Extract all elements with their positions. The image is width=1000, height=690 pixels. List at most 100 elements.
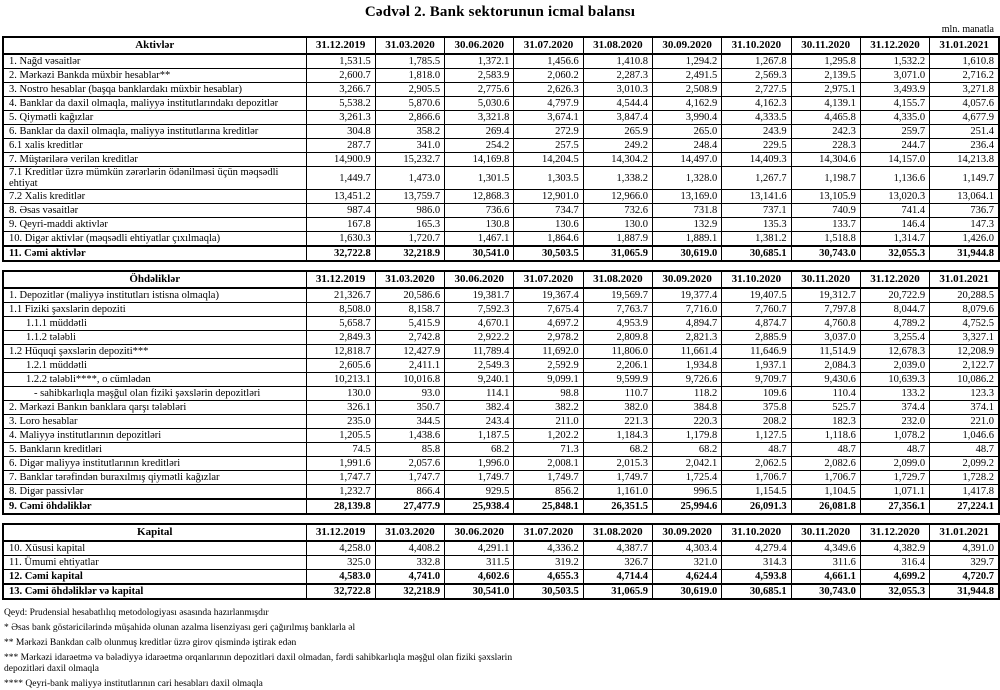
value-cell: 4,670.1 bbox=[444, 316, 515, 332]
value-cell: 109.6 bbox=[721, 386, 792, 402]
value-cell: 31,065.9 bbox=[582, 583, 653, 600]
value-cell: 4,593.8 bbox=[721, 569, 792, 585]
value-cell: 1,381.2 bbox=[721, 231, 792, 247]
table-row: 5. Qiymətli kağızlar 3,261.3 2,866.6 3,321.… bbox=[2, 110, 1000, 125]
value-cell: 1,747.7 bbox=[374, 470, 446, 486]
table-row: 9. Qeyri-maddi aktivlər 167.8 165.3 130.8 13… bbox=[2, 217, 1000, 233]
value-cell: 4,760.8 bbox=[790, 316, 861, 332]
value-cell: 2,716.2 bbox=[929, 68, 1000, 83]
value-cell: 1,934.8 bbox=[651, 358, 723, 374]
value-cell: 9,709.7 bbox=[721, 372, 792, 388]
row-label: 1.2.2 tələbli****, o cümlədən bbox=[2, 372, 307, 388]
value-cell: 9,240.1 bbox=[444, 372, 515, 388]
value-cell: 1,456.6 bbox=[513, 53, 584, 69]
row-label: 3. Loro hesablar bbox=[2, 414, 307, 430]
value-cell: 32,055.3 bbox=[859, 245, 931, 262]
value-cell: 259.7 bbox=[859, 124, 931, 139]
value-cell: 741.4 bbox=[859, 203, 931, 219]
value-cell: 4,624.4 bbox=[651, 569, 723, 585]
value-cell: 221.0 bbox=[929, 414, 1000, 430]
value-cell: 2,583.9 bbox=[444, 68, 515, 83]
value-cell: 2,099.0 bbox=[859, 456, 931, 472]
value-cell: 3,674.1 bbox=[513, 110, 584, 125]
value-cell: 304.8 bbox=[305, 124, 376, 139]
date-column-header: 30.09.2020 bbox=[651, 270, 723, 290]
value-cell: 130.0 bbox=[582, 217, 653, 233]
value-cell: 9,599.9 bbox=[582, 372, 653, 388]
value-cell: 1,889.1 bbox=[651, 231, 723, 247]
value-cell: 4,349.6 bbox=[790, 540, 861, 557]
value-cell: 68.2 bbox=[582, 442, 653, 458]
footnote-line: ** Mərkəzi Bankdan cəlb olunmuş kreditlə… bbox=[4, 638, 297, 649]
value-cell: 7,763.7 bbox=[582, 302, 653, 318]
value-cell: 2,569.3 bbox=[721, 68, 792, 83]
value-cell: 341.0 bbox=[374, 138, 446, 153]
value-cell: 14,497.0 bbox=[651, 152, 723, 167]
value-cell: 1,118.6 bbox=[790, 428, 861, 444]
value-cell: 5,415.9 bbox=[374, 316, 446, 332]
value-cell: 25,938.4 bbox=[444, 498, 515, 515]
value-cell: 1,518.8 bbox=[790, 231, 861, 247]
value-cell: 1,184.3 bbox=[582, 428, 653, 444]
value-cell: 384.8 bbox=[651, 400, 723, 416]
value-cell: 11,646.9 bbox=[721, 344, 792, 360]
value-cell: 4,465.8 bbox=[790, 110, 861, 125]
value-cell: 110.7 bbox=[582, 386, 653, 402]
row-label: 11. Cəmi aktivlər bbox=[2, 245, 307, 262]
value-cell: 3,071.0 bbox=[859, 68, 931, 83]
row-label: 5. Qiymətli kağızlar bbox=[2, 110, 307, 125]
value-cell: 26,091.3 bbox=[721, 498, 792, 515]
table-row: 7.2 Xalis kreditlər 13,451.2 13,759.7 12,86… bbox=[2, 189, 1000, 205]
value-cell: 740.9 bbox=[790, 203, 861, 219]
row-label: 1.1.1 müddətli bbox=[2, 316, 307, 332]
date-column-header: 30.11.2020 bbox=[790, 523, 861, 543]
value-cell: 272.9 bbox=[513, 124, 584, 139]
value-cell: 4,661.1 bbox=[790, 569, 861, 585]
value-cell: 2,849.3 bbox=[305, 330, 376, 346]
value-cell: 114.1 bbox=[444, 386, 515, 402]
value-cell: 1,449.7 bbox=[305, 165, 376, 191]
date-column-header: 31.10.2020 bbox=[721, 270, 792, 290]
value-cell: 68.2 bbox=[651, 442, 723, 458]
value-cell: 5,030.6 bbox=[444, 96, 515, 111]
table-row: 2. Mərkəzi Bankın banklara qarşı tələblə… bbox=[2, 400, 1000, 416]
value-cell: 243.9 bbox=[721, 124, 792, 139]
value-cell: 1,161.0 bbox=[582, 484, 653, 500]
value-cell: 2,549.3 bbox=[444, 358, 515, 374]
table-row: 1.1 Fiziki şəxslərin depoziti 8,508.0 8,15… bbox=[2, 302, 1000, 318]
value-cell: 1,179.8 bbox=[651, 428, 723, 444]
value-cell: 4,139.1 bbox=[790, 96, 861, 111]
table-row: 1.1.2 tələbli 2,849.3 2,742.8 2,922.2 2,978.… bbox=[2, 330, 1000, 346]
value-cell: 1,232.7 bbox=[305, 484, 376, 500]
value-cell: 48.7 bbox=[859, 442, 931, 458]
value-cell: 130.6 bbox=[513, 217, 584, 233]
value-cell: 731.8 bbox=[651, 203, 723, 219]
value-cell: 1,136.6 bbox=[859, 165, 931, 191]
table-row: 1.1.1 müddətli 5,658.7 5,415.9 4,670.1 4,697… bbox=[2, 316, 1000, 332]
value-cell: 4,741.0 bbox=[374, 569, 446, 585]
value-cell: 147.3 bbox=[929, 217, 1000, 233]
value-cell: 316.4 bbox=[859, 555, 931, 571]
value-cell: 10,016.8 bbox=[374, 372, 446, 388]
value-cell: 20,586.6 bbox=[374, 287, 446, 304]
value-cell: 350.7 bbox=[374, 400, 446, 416]
value-cell: 133.7 bbox=[790, 217, 861, 233]
value-cell: 2,008.1 bbox=[513, 456, 584, 472]
value-cell: 4,583.0 bbox=[305, 569, 376, 585]
date-column-header: 31.03.2020 bbox=[374, 523, 446, 543]
row-label: 10. Digər aktivlər (məqsədli ehtiyatlar … bbox=[2, 231, 307, 247]
value-cell: 135.3 bbox=[721, 217, 792, 233]
row-label: 2. Mərkəzi Bankda müxbir hesablar** bbox=[2, 68, 307, 83]
value-cell: 242.3 bbox=[790, 124, 861, 139]
value-cell: 344.5 bbox=[374, 414, 446, 430]
value-cell: 1,294.2 bbox=[651, 53, 723, 69]
value-cell: 12,208.9 bbox=[929, 344, 1000, 360]
value-cell: 1,127.5 bbox=[721, 428, 792, 444]
value-cell: 14,169.8 bbox=[444, 152, 515, 167]
value-cell: 2,139.5 bbox=[790, 68, 861, 83]
value-cell: 1,205.5 bbox=[305, 428, 376, 444]
value-cell: 31,944.8 bbox=[929, 583, 1000, 600]
value-cell: 167.8 bbox=[305, 217, 376, 233]
value-cell: 11,806.0 bbox=[582, 344, 653, 360]
value-cell: 32,722.8 bbox=[305, 245, 376, 262]
